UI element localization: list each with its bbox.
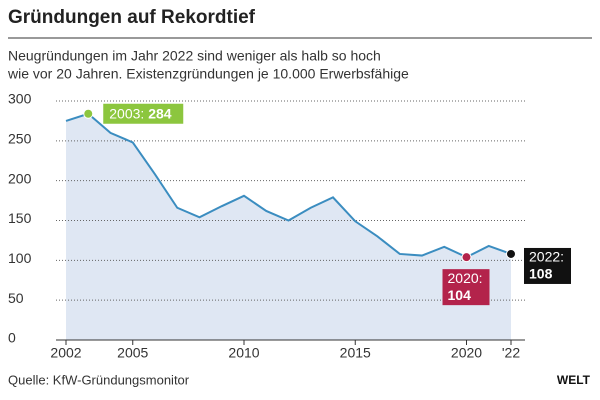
y-tick-label: 100	[8, 250, 32, 266]
highlight-dot	[461, 252, 472, 263]
x-tick-label: '22	[502, 345, 520, 361]
annotation: 2003: 284	[109, 105, 172, 121]
y-tick-label: 150	[8, 210, 32, 226]
annotation-label: 2022:	[529, 249, 564, 265]
annotation-label: 2003:	[109, 105, 144, 121]
x-tick-label: 2015	[340, 345, 371, 361]
x-tick-label: 2020	[451, 345, 482, 361]
highlight-dot	[83, 108, 94, 119]
y-tick-label: 50	[8, 290, 24, 306]
x-tick-label: 2005	[117, 345, 148, 361]
y-tick-label: 300	[8, 91, 32, 107]
line	[65, 112, 512, 259]
y-tick-label: 250	[8, 131, 32, 147]
data-label: 284	[148, 105, 172, 121]
x-tick-label: 2010	[228, 345, 259, 361]
y-tick-label: 0	[8, 330, 16, 346]
annotation-box	[524, 247, 571, 284]
area	[66, 113, 511, 340]
highlight-dot	[506, 248, 516, 259]
data-label: 108	[529, 266, 553, 282]
annotation-box	[442, 269, 490, 306]
y-tick-label: 200	[8, 170, 32, 186]
chart-title: Gründungen auf Rekordtief	[8, 7, 256, 28]
x-tick-label: 2002	[50, 345, 81, 361]
annotation-box	[103, 103, 184, 124]
subtitle: wie vor 20 Jahren. Existenzgründungen je…	[7, 66, 409, 82]
subtitle: Neugründungen im Jahr 2022 sind weniger …	[8, 48, 381, 64]
brand: WELT	[557, 373, 591, 387]
source: Quelle: KfW-Gründungsmonitor	[8, 372, 190, 387]
data-label: 104	[448, 287, 472, 303]
annotation-label: 2020:	[448, 270, 483, 286]
